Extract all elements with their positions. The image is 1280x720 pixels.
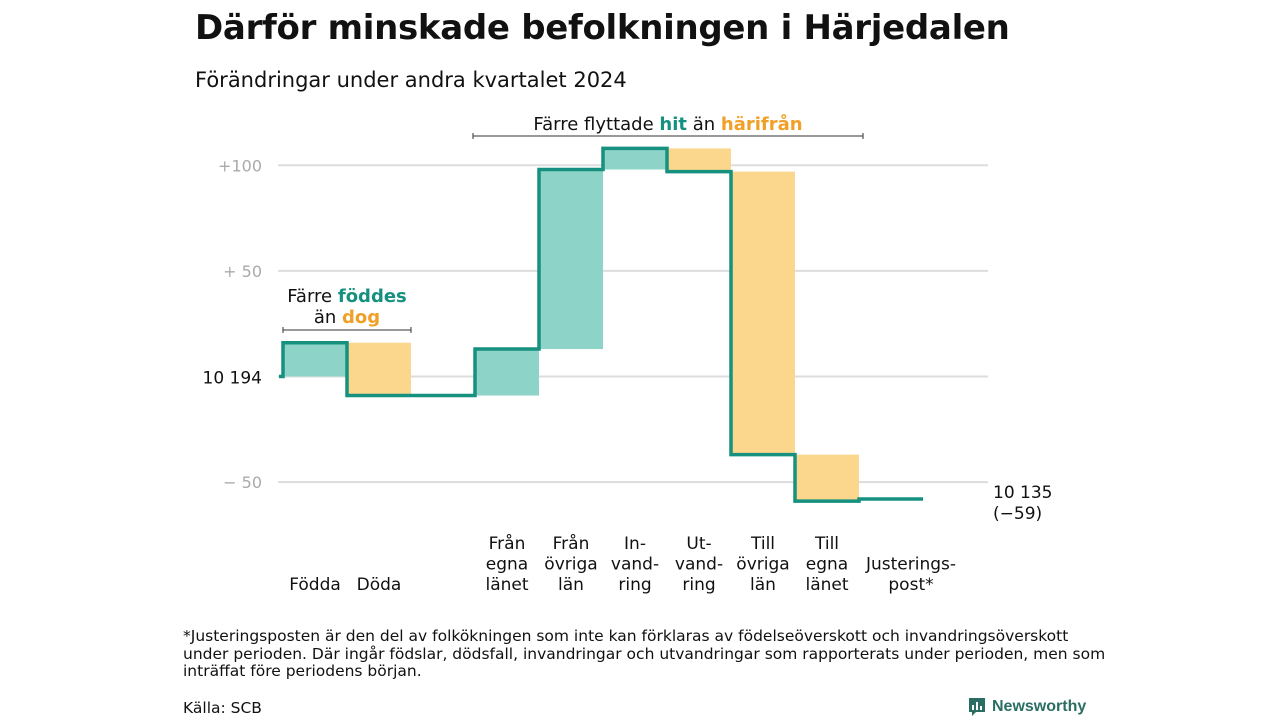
category-label: ring [682,575,715,595]
category-label: Justerings- [865,555,956,575]
source-note: Källa: SCB [183,699,262,717]
category-label: Till [814,534,839,554]
y-tick-label: − 50 [223,473,262,492]
category-label: Döda [357,575,402,595]
end-change-label: (−59) [993,504,1042,524]
category-label: Ut- [686,534,711,554]
brand-logo: Newsworthy [968,697,1086,717]
category-label: Från [489,533,526,554]
category-label: Till [750,534,775,554]
bar-increase [475,349,539,396]
category-label: Från [553,533,590,554]
category-label: ring [618,575,651,595]
start-value-label: 10 194 [203,369,262,389]
step-line [279,146,923,503]
category-label: länet [805,575,848,595]
births-annotation-line1: Färre föddes [287,286,407,307]
bar-decrease [667,148,731,172]
category-label: vand- [675,555,723,575]
bar-increase [603,148,667,170]
bar-increase [539,169,603,350]
brand-name: Newsworthy [992,698,1087,715]
migration-annotation: Färre flyttade hit än härifrån [533,113,802,135]
bar-increase [283,342,347,377]
bar-decrease [795,454,859,502]
end-value-label: 10 135 [993,483,1052,503]
bar-decrease [347,342,411,396]
births-annotation-line2: än dog [314,307,380,328]
category-label: vand- [611,555,659,575]
category-label: post* [888,575,933,595]
category-label: övriga [544,555,597,575]
newsworthy-logo-icon [969,698,985,716]
y-tick-label: + 50 [223,262,262,281]
waterfall-chart: +100 + 50 − 50 10 194 10 135(−59) Födda Döda Fr… [203,113,1053,595]
category-label: län [750,575,776,595]
category-label: egna [486,555,528,575]
chart-title: Därför minskade befolkningen i Härjedale… [195,8,1010,48]
category-label: In- [624,534,646,554]
category-label: län [558,575,584,595]
bar-decrease [731,171,795,455]
category-label: Födda [289,575,341,595]
chart-subtitle: Förändringar under andra kvartalet 2024 [195,68,627,92]
footnote: *Justeringsposten är den del av folkökni… [183,627,1106,680]
category-label: egna [806,555,848,575]
category-label: länet [485,575,528,595]
category-label: övriga [736,555,789,575]
y-tick-label: +100 [218,156,262,175]
